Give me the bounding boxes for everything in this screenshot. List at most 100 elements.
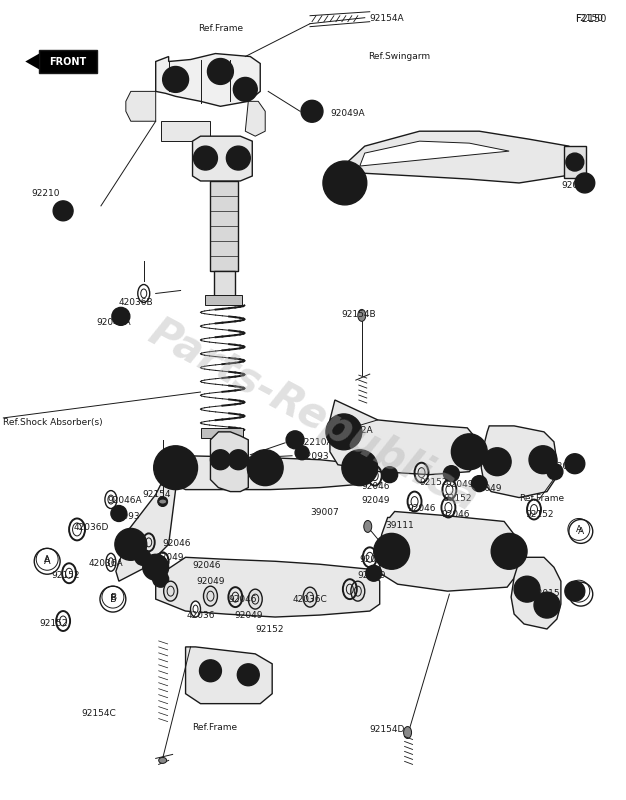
Text: 92049A: 92049A xyxy=(330,110,364,118)
Polygon shape xyxy=(116,485,176,581)
Circle shape xyxy=(382,466,398,482)
Circle shape xyxy=(301,100,323,122)
Circle shape xyxy=(534,592,560,618)
Circle shape xyxy=(193,146,217,170)
Text: 92049: 92049 xyxy=(156,554,184,562)
Circle shape xyxy=(163,66,188,92)
Circle shape xyxy=(491,534,527,570)
Ellipse shape xyxy=(249,589,262,609)
Text: 92046: 92046 xyxy=(408,503,436,513)
Ellipse shape xyxy=(190,601,200,617)
Text: 92154D: 92154D xyxy=(370,725,405,734)
Text: 42036C: 42036C xyxy=(292,595,327,604)
Ellipse shape xyxy=(358,310,366,322)
Text: Ref.Shock Absorber(s): Ref.Shock Absorber(s) xyxy=(3,418,103,427)
Circle shape xyxy=(295,446,309,460)
Polygon shape xyxy=(161,122,210,141)
Text: FRONT: FRONT xyxy=(49,57,87,66)
Polygon shape xyxy=(210,432,249,491)
Polygon shape xyxy=(335,131,574,201)
Ellipse shape xyxy=(163,581,178,601)
Circle shape xyxy=(514,576,540,602)
Text: 92093: 92093 xyxy=(300,452,329,461)
Circle shape xyxy=(366,566,382,581)
Bar xyxy=(39,50,97,74)
Text: 92210A: 92210A xyxy=(298,438,332,447)
Circle shape xyxy=(565,454,585,474)
Circle shape xyxy=(547,464,563,480)
Text: A: A xyxy=(578,527,584,536)
Polygon shape xyxy=(205,295,242,306)
Circle shape xyxy=(443,466,459,482)
Text: 92152: 92152 xyxy=(39,619,68,628)
Circle shape xyxy=(228,450,249,470)
Circle shape xyxy=(112,307,130,326)
Text: 92152: 92152 xyxy=(525,510,553,518)
Text: 92093: 92093 xyxy=(111,511,140,521)
Text: B: B xyxy=(110,593,116,602)
Circle shape xyxy=(210,450,230,470)
Polygon shape xyxy=(200,428,244,438)
Text: B: B xyxy=(110,594,116,604)
Polygon shape xyxy=(330,400,477,474)
Circle shape xyxy=(153,571,168,587)
Circle shape xyxy=(207,58,233,85)
Polygon shape xyxy=(511,558,561,629)
Text: 92015: 92015 xyxy=(561,181,590,190)
Ellipse shape xyxy=(203,586,217,606)
Text: F2150: F2150 xyxy=(575,14,603,22)
Text: 92154B: 92154B xyxy=(342,310,376,319)
Circle shape xyxy=(158,497,168,506)
Circle shape xyxy=(529,446,557,474)
Text: 92152A: 92152A xyxy=(338,426,372,435)
Ellipse shape xyxy=(303,587,317,607)
Circle shape xyxy=(111,506,127,522)
Polygon shape xyxy=(210,181,239,270)
Polygon shape xyxy=(245,102,265,136)
Text: 92046: 92046 xyxy=(193,562,221,570)
Text: B: B xyxy=(576,586,582,596)
Text: A: A xyxy=(44,556,51,566)
Circle shape xyxy=(323,161,367,205)
Text: Parts-Republica: Parts-Republica xyxy=(141,311,485,521)
Ellipse shape xyxy=(404,726,411,738)
Circle shape xyxy=(286,431,304,449)
Text: 42036B: 42036B xyxy=(119,298,153,307)
Ellipse shape xyxy=(138,285,150,302)
Circle shape xyxy=(566,153,584,171)
Circle shape xyxy=(451,434,487,470)
Text: B: B xyxy=(578,590,584,598)
Circle shape xyxy=(565,581,585,601)
Circle shape xyxy=(247,450,283,486)
Circle shape xyxy=(374,534,409,570)
Text: 92046: 92046 xyxy=(163,539,191,548)
Ellipse shape xyxy=(351,581,365,601)
Ellipse shape xyxy=(364,521,372,533)
Text: 92046: 92046 xyxy=(360,555,388,564)
Text: 92152: 92152 xyxy=(255,625,284,634)
Circle shape xyxy=(237,664,259,686)
Text: 92152: 92152 xyxy=(51,571,80,580)
Text: 92049: 92049 xyxy=(197,578,225,586)
Text: 42036D: 42036D xyxy=(73,523,108,533)
Text: 42036: 42036 xyxy=(187,611,215,620)
Text: 92015: 92015 xyxy=(551,462,580,470)
Text: 42036A: 42036A xyxy=(89,559,123,568)
Polygon shape xyxy=(215,270,235,301)
Text: 92049A: 92049A xyxy=(96,318,131,327)
Text: Ref.Frame: Ref.Frame xyxy=(519,494,564,502)
Text: 92015: 92015 xyxy=(531,589,560,598)
Circle shape xyxy=(135,550,151,566)
Text: 92049: 92049 xyxy=(358,571,386,580)
Polygon shape xyxy=(193,136,252,181)
Text: 92046: 92046 xyxy=(362,482,390,490)
Text: 92049: 92049 xyxy=(473,484,502,493)
Text: F2150: F2150 xyxy=(577,14,607,24)
Text: Ref.Swingarm: Ref.Swingarm xyxy=(367,51,430,61)
Text: 92049: 92049 xyxy=(362,495,390,505)
Polygon shape xyxy=(163,456,367,490)
Circle shape xyxy=(326,414,362,450)
Text: 92154C: 92154C xyxy=(81,709,116,718)
Circle shape xyxy=(53,201,73,221)
Ellipse shape xyxy=(105,490,117,509)
